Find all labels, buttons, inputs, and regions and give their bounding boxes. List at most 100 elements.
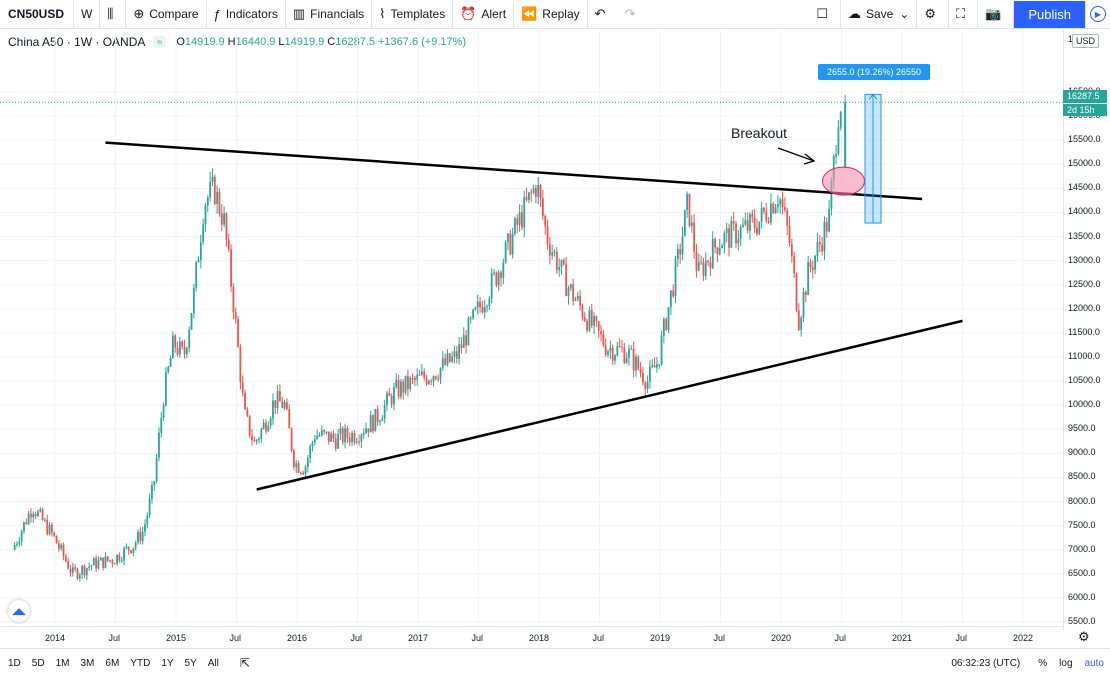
price-chart[interactable] [0, 30, 1063, 626]
price-tick-label: 13500.0 [1068, 230, 1101, 241]
candle-body [346, 428, 349, 438]
candle-body [481, 306, 484, 313]
candle-body [567, 288, 570, 297]
auto-toggle[interactable]: auto [1084, 658, 1104, 669]
fullscreen-button[interactable]: ⛶ [949, 0, 979, 29]
candle-body [565, 264, 568, 297]
candle-body [667, 307, 670, 330]
candle-body [74, 567, 77, 570]
candle-body [821, 244, 824, 252]
candle-body [381, 418, 384, 422]
snapshot-button[interactable]: 📷 [978, 0, 1015, 29]
goto-date-icon[interactable]: ⇱ [239, 656, 250, 670]
axis-settings-gear-icon[interactable]: ⚙ [1078, 629, 1090, 644]
candle-body [151, 485, 153, 499]
candle-body [283, 402, 286, 409]
redo-button[interactable]: ↷ [618, 0, 648, 29]
range-button-6m[interactable]: 6M [105, 657, 120, 669]
candle-body [639, 368, 642, 373]
trendline-lower [256, 319, 963, 491]
candle-body [309, 446, 312, 459]
candle-body [534, 188, 537, 197]
candle-body [716, 247, 719, 255]
indicators-button[interactable]: ƒ Indicators [207, 0, 286, 29]
candle-body [658, 364, 661, 366]
range-button-all[interactable]: All [207, 657, 219, 669]
candle-body [786, 209, 789, 226]
candle-body [516, 218, 519, 225]
candle-body [337, 434, 340, 449]
measure-label[interactable]: 2655.0 (19.26%) 26550 [818, 64, 930, 80]
alert-button[interactable]: ⏰ Alert [453, 0, 515, 29]
candle-body [479, 301, 481, 307]
financials-button[interactable]: ▥ Financials [286, 0, 373, 29]
candle-body [318, 435, 321, 437]
legend-low-label: L [278, 36, 285, 48]
candle-body [253, 440, 256, 442]
candle-body [64, 556, 67, 562]
clock-label[interactable]: 06:32:23 (UTC) [951, 658, 1021, 669]
candle-body [37, 511, 39, 517]
settings-button[interactable]: ⚙ [917, 0, 950, 29]
chart-type-button[interactable]: ⫼ [100, 0, 127, 29]
candle-body [260, 428, 263, 439]
candle-body [555, 251, 558, 270]
candle-body [69, 568, 72, 573]
time-axis[interactable]: 2014 Jul 2015 Jul 2016 Jul 2017 Jul 2018 Jul 2019 J… [0, 626, 1063, 647]
legend-open-value: 14919.9 [184, 36, 225, 48]
candle-body [13, 544, 16, 550]
candle-body [665, 319, 668, 330]
candle-body [176, 347, 179, 355]
candle-body [739, 226, 742, 239]
legend-symbol-name[interactable]: China A50 · 1W · OANDA [8, 35, 146, 49]
time-tick-label: Jul [108, 633, 121, 643]
legend-badge[interactable]: ≈ [153, 36, 167, 48]
interval-button[interactable]: W [74, 0, 101, 29]
candle-body [602, 334, 605, 346]
log-toggle[interactable]: log [1059, 658, 1073, 669]
percent-toggle[interactable]: % [1038, 658, 1048, 669]
candle-body [211, 176, 214, 182]
candle-body [795, 273, 798, 311]
candle-body [816, 242, 819, 256]
rewind-icon: ⏪ [521, 6, 538, 21]
publish-button[interactable]: Publish [1014, 0, 1085, 28]
range-button-3m[interactable]: 3M [80, 657, 95, 669]
candle-body [790, 243, 793, 257]
range-button-1m[interactable]: 1M [55, 657, 70, 669]
candle-body [85, 567, 88, 576]
price-tick-label: 7500.0 [1068, 519, 1096, 530]
range-button-5d[interactable]: 5D [31, 657, 45, 669]
candle-body [679, 249, 682, 255]
templates-button[interactable]: ⌇ Templates [372, 0, 454, 29]
breakout-label[interactable]: Breakout [731, 125, 788, 141]
symbol-search[interactable]: CN50USD [0, 0, 74, 29]
candle-body [39, 509, 42, 512]
range-button-1y[interactable]: 1Y [161, 657, 174, 669]
play-button[interactable]: ▶ [1085, 0, 1110, 28]
candle-body [458, 344, 461, 359]
candle-body [697, 262, 700, 271]
range-button-5y[interactable]: 5Y [184, 657, 197, 669]
price-axis[interactable]: 16500.016000.015500.015000.014500.014000… [1063, 30, 1110, 630]
candle-body [188, 329, 191, 348]
candle-body [439, 367, 442, 380]
candle-body [614, 355, 616, 361]
save-button[interactable]: ☁ Save ⌄ [841, 0, 918, 29]
currency-label[interactable]: USD [1072, 34, 1100, 48]
candle-body [569, 284, 572, 289]
fx-icon: ƒ [213, 6, 221, 22]
layout-button[interactable]: ☐ [809, 0, 841, 29]
tradingview-logo-icon[interactable]: ◢◣ [8, 600, 30, 622]
undo-button[interactable]: ↶ [588, 0, 618, 29]
candle-body [693, 222, 696, 252]
replay-button[interactable]: ⏪ Replay [514, 0, 588, 29]
candle-body [144, 524, 146, 532]
candle-body [388, 393, 391, 396]
range-button-ytd[interactable]: YTD [130, 657, 151, 669]
range-button-1d[interactable]: 1D [8, 657, 21, 669]
candle-body [448, 353, 451, 362]
compare-button[interactable]: ⊕ Compare [126, 0, 207, 29]
price-tick-label: 11500.0 [1068, 326, 1100, 337]
candle-body [728, 228, 730, 248]
